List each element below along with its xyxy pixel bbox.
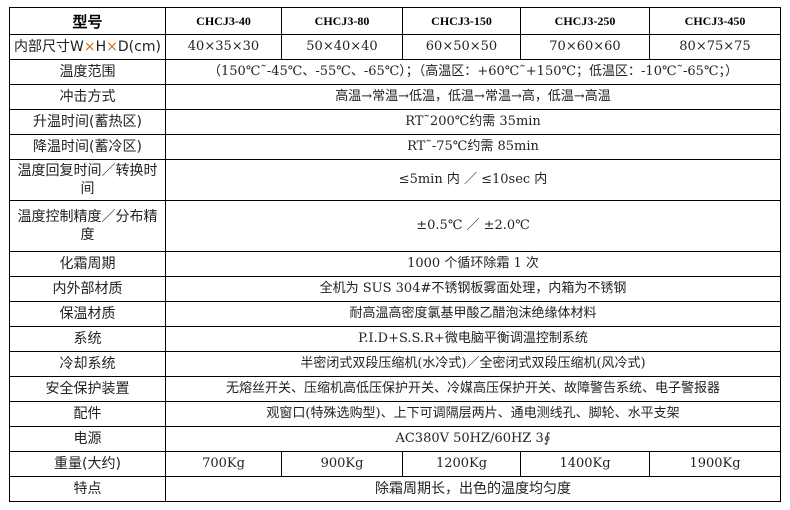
row-value: RT˜200℃约需 35min [165, 109, 781, 135]
row-value: 观窗口(特殊选购型)、上下可调隔层两片、通电测线孔、脚轮、水平支架 [165, 401, 781, 427]
model-5: CHCJ3-450 [649, 7, 781, 35]
row-label: 降温时间(蓄冷区) [9, 134, 166, 160]
times-2: × [106, 39, 118, 55]
header-row: 型号 CHCJ3-40 CHCJ3-80 CHCJ3-150 CHCJ3-250… [9, 7, 781, 35]
row-value: 高温→常温→低温，低温→常温→高，低温→高温 [165, 84, 781, 110]
row-label: 温度范围 [9, 59, 166, 85]
row-label: 保温材质 [9, 301, 166, 327]
weight-4: 1400Kg [520, 451, 650, 477]
spec-table: 型号 CHCJ3-40 CHCJ3-80 CHCJ3-150 CHCJ3-250… [9, 7, 781, 502]
row-value: 全机为 SUS 304#不锈钢板雾面处理，内箱为不锈钢 [165, 276, 781, 302]
size-row: 内部尺寸W×H×D(cm) 40×35×30 50×40×40 60×50×50… [9, 34, 781, 60]
feature-row: 特点 除霜周期长，出色的温度均匀度 [9, 476, 781, 502]
times-1: × [83, 39, 96, 55]
defrost-row: 化霜周期 1000 个循环除霜 1 次 [9, 251, 781, 277]
row-value: P.I.D+S.S.R+微电脑平衡调温控制系统 [165, 326, 781, 352]
row-value: （150℃˜-45℃、-55℃、-65℃）；（高温区：+60℃˜+150℃；低温… [165, 59, 781, 85]
row-value: ≤5min 内 ／ ≤10sec 内 [165, 159, 781, 201]
row-value: AC380V 50HZ/60HZ 3∮ [165, 426, 781, 452]
precision-row: 温度控制精度／分布精度 ±0.5℃ ／ ±2.0℃ [9, 200, 781, 252]
row-label: 安全保护装置 [9, 376, 166, 402]
row-value: 半密闭式双段压缩机(水冷式)／全密闭式双段压缩机(风冷式) [165, 351, 781, 377]
size-5: 80×75×75 [649, 34, 781, 60]
row-label: 冲击方式 [9, 84, 166, 110]
weight-2: 900Kg [281, 451, 403, 477]
row-value: 1000 个循环除霜 1 次 [165, 251, 781, 277]
row-label: 电源 [9, 426, 166, 452]
row-value: 耐高温高密度氯基甲酸乙醋泡沫绝缘体材料 [165, 301, 781, 327]
weight-3: 1200Kg [402, 451, 521, 477]
row-label: 化霜周期 [9, 251, 166, 277]
safety-row: 安全保护装置 无熔丝开关、压缩机高低压保护开关、冷媒高压保护开关、故障警告系统、电… [9, 376, 781, 402]
size-label-d: D(cm) [117, 39, 161, 55]
size-3: 60×50×50 [402, 34, 521, 60]
model-1: CHCJ3-40 [165, 7, 282, 35]
row-label: 温度回复时间／转换时间 [9, 159, 166, 201]
accessories-row: 配件 观窗口(特殊选购型)、上下可调隔层两片、通电测线孔、脚轮、水平支架 [9, 401, 781, 427]
cool-time-row: 降温时间(蓄冷区) RT˜-75℃约需 85min [9, 134, 781, 160]
size-4: 70×60×60 [520, 34, 650, 60]
recovery-time-row: 温度回复时间／转换时间 ≤5min 内 ／ ≤10sec 内 [9, 159, 781, 201]
material-row: 内外部材质 全机为 SUS 304#不锈钢板雾面处理，内箱为不锈钢 [9, 276, 781, 302]
row-label: 温度控制精度／分布精度 [9, 200, 166, 252]
heat-time-row: 升温时间(蓄热区) RT˜200℃约需 35min [9, 109, 781, 135]
size-label: 内部尺寸W×H×D(cm) [9, 34, 166, 60]
weight-5: 1900Kg [649, 451, 781, 477]
row-label: 升温时间(蓄热区) [9, 109, 166, 135]
power-row: 电源 AC380V 50HZ/60HZ 3∮ [9, 426, 781, 452]
row-label: 配件 [9, 401, 166, 427]
model-4: CHCJ3-250 [520, 7, 650, 35]
model-3: CHCJ3-150 [402, 7, 521, 35]
size-1: 40×35×30 [165, 34, 282, 60]
weight-label: 重量(大约) [9, 451, 166, 477]
weight-row: 重量(大约) 700Kg 900Kg 1200Kg 1400Kg 1900Kg [9, 451, 781, 477]
row-value: RT˜-75℃约需 85min [165, 134, 781, 160]
model-label: 型号 [9, 7, 166, 35]
feature-label: 特点 [9, 476, 166, 502]
row-value: 无熔丝开关、压缩机高低压保护开关、冷媒高压保护开关、故障警告系统、电子警报器 [165, 376, 781, 402]
cooling-row: 冷却系统 半密闭式双段压缩机(水冷式)／全密闭式双段压缩机(风冷式) [9, 351, 781, 377]
size-label-w: 内部尺寸W [14, 39, 84, 55]
row-label: 冷却系统 [9, 351, 166, 377]
weight-1: 700Kg [165, 451, 282, 477]
size-2: 50×40×40 [281, 34, 403, 60]
feature-value: 除霜周期长，出色的温度均匀度 [165, 476, 781, 502]
shock-mode-row: 冲击方式 高温→常温→低温，低温→常温→高，低温→高温 [9, 84, 781, 110]
row-label: 系统 [9, 326, 166, 352]
row-value: ±0.5℃ ／ ±2.0℃ [165, 200, 781, 252]
size-label-h: H [95, 39, 107, 55]
temp-range-row: 温度范围 （150℃˜-45℃、-55℃、-65℃）；（高温区：+60℃˜+150… [9, 59, 781, 85]
system-row: 系统 P.I.D+S.S.R+微电脑平衡调温控制系统 [9, 326, 781, 352]
insulation-row: 保温材质 耐高温高密度氯基甲酸乙醋泡沫绝缘体材料 [9, 301, 781, 327]
model-2: CHCJ3-80 [281, 7, 403, 35]
row-label: 内外部材质 [9, 276, 166, 302]
